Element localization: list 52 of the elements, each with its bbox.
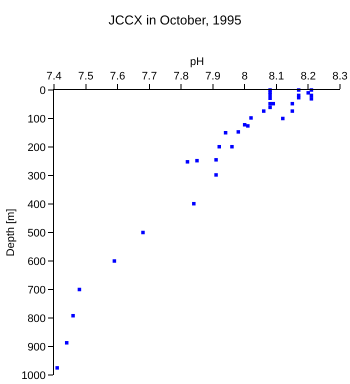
point	[242, 123, 246, 127]
point	[141, 230, 145, 234]
y-tick-label: 600	[27, 256, 46, 268]
point	[272, 102, 276, 106]
point	[310, 97, 314, 101]
point	[246, 124, 250, 128]
y-tick-label: 1000	[21, 370, 46, 382]
y-tick-label: 400	[27, 198, 46, 211]
point	[310, 94, 314, 98]
point	[192, 202, 196, 206]
point	[64, 341, 68, 345]
x-tick-label: 8.1	[268, 70, 284, 83]
chart-title: JCCX in October, 1995	[108, 12, 242, 28]
point	[195, 158, 199, 162]
x-axis-title: pH	[190, 56, 204, 68]
point	[236, 130, 240, 134]
point	[306, 91, 310, 95]
point	[249, 116, 253, 120]
y-tick-label: 700	[27, 284, 46, 296]
y-tick-label: 200	[27, 142, 46, 154]
x-tick-label: 7.8	[173, 70, 189, 83]
y-tick-label: 0	[40, 84, 46, 97]
x-tick-label: 7.4	[46, 70, 62, 83]
x-tick-label: 7.5	[78, 70, 94, 83]
x-tick-label: 8.2	[300, 70, 316, 83]
point	[55, 366, 59, 370]
x-tick-label: 7.7	[142, 70, 157, 83]
point	[214, 158, 218, 162]
point	[268, 106, 272, 110]
x-tick-label: 7.9	[205, 70, 221, 83]
point	[290, 109, 294, 113]
point	[112, 259, 116, 263]
point	[281, 116, 285, 120]
point	[268, 96, 272, 100]
point	[214, 173, 218, 177]
point	[71, 314, 75, 318]
point	[224, 131, 228, 134]
point	[186, 160, 190, 164]
y-tick-label: 800	[27, 312, 46, 325]
y-tick-label: 100	[27, 113, 46, 126]
x-tick-label: 7.6	[110, 70, 126, 83]
y-axis-title: Depth [m]	[4, 208, 17, 256]
point	[230, 144, 234, 148]
y-tick-label: 500	[27, 227, 46, 240]
y-tick-label: 300	[27, 170, 46, 182]
point	[290, 102, 294, 106]
y-tick-label: 900	[27, 341, 46, 354]
point	[78, 288, 82, 292]
x-tick-label: 8	[242, 70, 248, 83]
x-tick-label: 8.3	[332, 70, 348, 83]
point	[262, 109, 266, 113]
point	[217, 144, 221, 148]
